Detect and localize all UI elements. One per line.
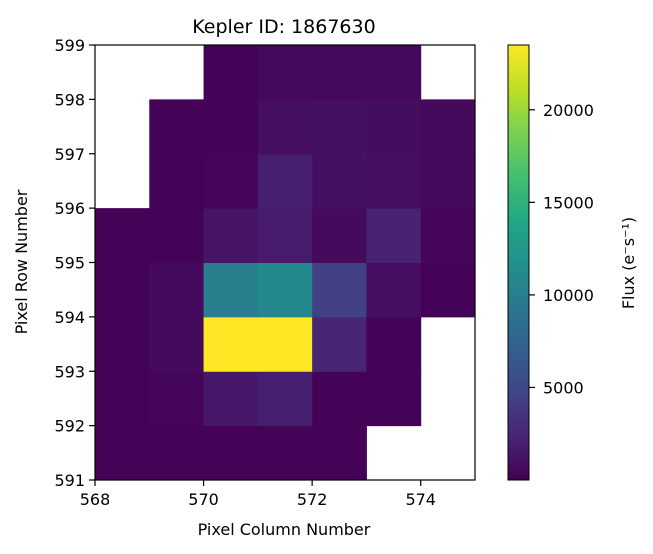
colorbar xyxy=(507,44,530,481)
heatmap-cell xyxy=(366,371,422,427)
y-tick-label: 599 xyxy=(54,36,85,55)
y-tick-label: 593 xyxy=(54,362,85,381)
heatmap-cell xyxy=(95,425,150,481)
colorbar-tick-label: 5000 xyxy=(543,378,584,397)
heatmap-cell xyxy=(420,153,476,209)
heatmap-cell xyxy=(149,316,205,372)
y-tick-label: 592 xyxy=(54,417,85,436)
heatmap-cell xyxy=(312,208,367,263)
heatmap-cell xyxy=(149,99,205,155)
heatmap-cell xyxy=(420,99,476,155)
heatmap-cell xyxy=(420,262,476,318)
heatmap-cell xyxy=(366,316,422,372)
heatmap-cell xyxy=(149,262,205,318)
heatmap-cell xyxy=(203,99,259,155)
heatmap-cell xyxy=(312,371,367,427)
heatmap-cell xyxy=(257,316,313,372)
heatmap-cell xyxy=(257,425,313,481)
heatmap-cells xyxy=(95,45,476,481)
heatmap-cell xyxy=(203,208,259,263)
heatmap-cell xyxy=(203,262,259,318)
heatmap-cell xyxy=(257,208,313,263)
y-tick-label: 598 xyxy=(54,90,85,109)
heatmap-cell xyxy=(312,425,367,481)
heatmap-cell xyxy=(95,208,150,263)
heatmap-cell xyxy=(149,371,205,427)
heatmap-cell xyxy=(95,316,150,372)
heatmap-cell xyxy=(312,153,367,209)
heatmap-cell xyxy=(312,262,367,318)
heatmap-cell xyxy=(366,262,422,318)
y-tick-label: 596 xyxy=(54,199,85,218)
y-tick-label: 595 xyxy=(54,254,85,273)
colorbar-axis: 5000 10000 15000 20000 xyxy=(529,101,594,397)
heatmap-cell xyxy=(257,153,313,209)
heatmap-cell xyxy=(203,425,259,481)
heatmap-cell xyxy=(203,153,259,209)
colorbar-tick-label: 20000 xyxy=(543,101,594,120)
heatmap-cell xyxy=(312,45,367,100)
heatmap-cell xyxy=(203,316,259,372)
heatmap-cell xyxy=(149,208,205,263)
heatmap-cell xyxy=(257,99,313,155)
heatmap-cell xyxy=(95,371,150,427)
heatmap-cell xyxy=(203,371,259,427)
x-axis-label: Pixel Column Number xyxy=(198,520,371,539)
colorbar-tick-label: 10000 xyxy=(543,286,594,305)
y-tick-label: 597 xyxy=(54,145,85,164)
heatmap-cell xyxy=(257,262,313,318)
heatmap-cell xyxy=(149,425,205,481)
y-axis-label: Pixel Row Number xyxy=(12,189,31,334)
x-axis: 568 570 572 574 xyxy=(80,480,436,509)
heatmap-cell xyxy=(366,45,422,100)
colorbar-label: Flux (e⁻s⁻¹) xyxy=(619,217,638,309)
x-tick-label: 574 xyxy=(405,490,436,509)
heatmap-cell xyxy=(366,153,422,209)
x-tick-label: 568 xyxy=(80,490,111,509)
heatmap-cell xyxy=(95,262,150,318)
y-tick-label: 594 xyxy=(54,308,85,327)
heatmap-cell xyxy=(312,316,367,372)
heatmap-cell xyxy=(366,208,422,263)
heatmap-cell xyxy=(257,45,313,100)
heatmap-cell xyxy=(257,371,313,427)
y-tick-label: 591 xyxy=(54,471,85,490)
heatmap-cell xyxy=(366,99,422,155)
heatmap-cell xyxy=(203,45,259,100)
heatmap-cell xyxy=(420,208,476,263)
heatmap-cell xyxy=(312,99,367,155)
x-tick-label: 570 xyxy=(188,490,219,509)
heatmap-cell xyxy=(149,153,205,209)
x-tick-label: 572 xyxy=(297,490,328,509)
colorbar-tick-label: 15000 xyxy=(543,193,594,212)
y-axis: 591 592 593 594 595 596 597 598 599 xyxy=(54,36,95,490)
chart-title: Kepler ID: 1867630 xyxy=(192,16,375,38)
